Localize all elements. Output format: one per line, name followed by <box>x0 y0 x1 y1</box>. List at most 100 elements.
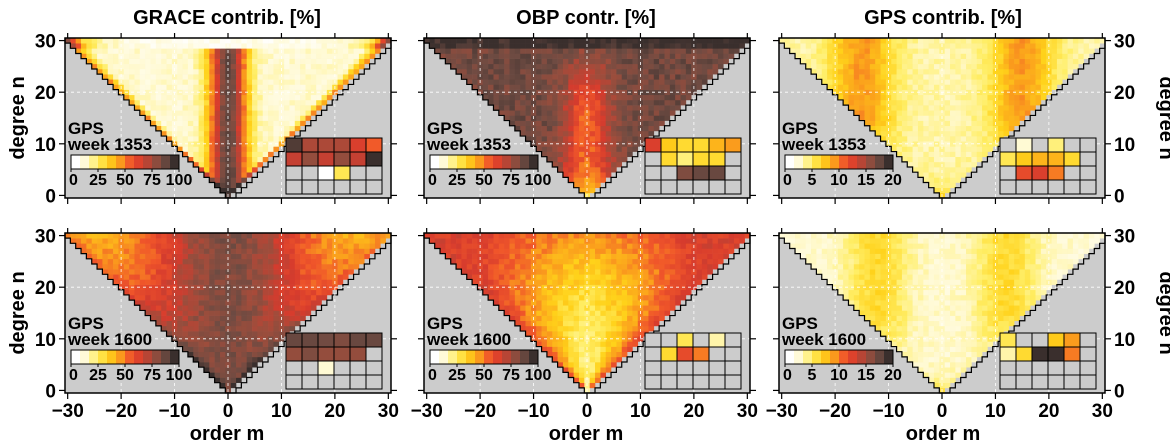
heat-cell <box>472 258 478 265</box>
heat-cell <box>230 151 237 158</box>
heat-cell <box>707 74 713 80</box>
heat-cell <box>203 331 210 337</box>
heat-cell <box>600 94 606 101</box>
heat-cell <box>632 58 639 65</box>
heat-cell <box>605 300 612 306</box>
heat-cell <box>139 79 146 85</box>
heat-cell <box>885 105 892 111</box>
heat-cell <box>643 130 649 137</box>
heat-cell <box>482 248 489 254</box>
heat-cell <box>214 233 221 239</box>
heat-cell <box>187 130 194 137</box>
heat-cell <box>236 182 242 188</box>
heat-cell <box>552 289 558 296</box>
heat-cell <box>541 38 548 44</box>
heat-cell <box>1056 38 1063 44</box>
heat-cell <box>600 89 606 96</box>
heat-cell <box>530 99 537 106</box>
heat-cell <box>219 156 226 163</box>
heat-cell <box>1024 105 1031 111</box>
heat-cell <box>203 161 210 168</box>
heat-cell <box>209 74 215 80</box>
heat-cell <box>193 161 199 168</box>
heat-cell <box>712 248 719 254</box>
heat-cell <box>241 130 247 137</box>
heat-cell <box>664 279 671 285</box>
heat-cell <box>182 320 189 327</box>
heat-cell <box>246 130 253 137</box>
heat-cell <box>477 263 484 270</box>
heat-cell <box>321 38 328 44</box>
heat-cell <box>589 99 596 106</box>
heat-cell <box>369 48 376 54</box>
heat-cell <box>498 294 505 301</box>
heat-cell <box>262 115 269 121</box>
heat-cell <box>595 346 601 353</box>
heat-cell <box>166 258 173 265</box>
heat-cell <box>252 38 258 44</box>
heat-cell <box>203 125 210 132</box>
heat-cell <box>150 53 157 59</box>
heat-cell <box>1024 79 1031 85</box>
heat-cell <box>530 263 537 270</box>
heat-cell <box>70 43 76 49</box>
heat-cell <box>321 269 328 275</box>
heat-cell <box>1008 63 1015 70</box>
heat-cell <box>637 294 644 301</box>
heat-cell <box>653 38 660 44</box>
heat-cell <box>300 300 306 306</box>
heat-cell <box>198 356 205 363</box>
heat-cell <box>493 105 500 111</box>
heat-cell <box>573 258 580 265</box>
heat-cell <box>616 284 623 291</box>
heat-cell <box>1003 58 1010 65</box>
heat-cell <box>209 284 215 291</box>
heat-cell <box>134 289 141 296</box>
heat-cell <box>1003 120 1010 127</box>
heat-cell <box>621 58 628 65</box>
heat-cell <box>150 263 157 270</box>
heat-cell <box>998 63 1004 70</box>
heat-cell <box>627 105 633 111</box>
heat-cell <box>939 177 945 183</box>
heat-cell <box>562 263 569 270</box>
lowdeg-cell <box>301 151 319 167</box>
heat-cell <box>976 94 983 101</box>
heat-cell <box>520 58 526 65</box>
heat-cell <box>869 38 876 44</box>
heat-cell <box>896 125 903 132</box>
heat-cell <box>273 136 280 142</box>
heat-cell <box>568 341 574 347</box>
x-tick-label: −10 <box>158 401 190 422</box>
heat-cell <box>252 99 258 106</box>
heat-cell <box>789 43 796 49</box>
heat-cell <box>155 89 162 96</box>
heat-cell <box>675 74 681 80</box>
heat-cell <box>659 263 665 270</box>
heat-cell <box>723 248 729 254</box>
heat-cell <box>627 248 633 254</box>
heat-cell <box>273 341 280 347</box>
heat-cell <box>621 151 628 158</box>
heat-cell <box>611 68 617 75</box>
heat-cell <box>600 269 606 275</box>
heat-cell <box>976 43 983 49</box>
heat-cell <box>284 238 290 244</box>
heat-cell <box>337 263 344 270</box>
heat-cell <box>621 110 628 116</box>
heat-cell <box>901 74 908 80</box>
heat-cell <box>326 274 333 280</box>
heat-cell <box>1040 79 1047 85</box>
heat-cell <box>568 346 574 353</box>
heat-cell <box>520 289 526 296</box>
heat-cell <box>193 53 199 59</box>
heat-cell <box>971 146 978 152</box>
heat-cell <box>832 68 839 75</box>
heat-cell <box>123 258 130 265</box>
heat-cell <box>139 269 146 275</box>
heat-cell <box>832 58 839 65</box>
heat-cell <box>113 274 119 280</box>
heat-cell <box>573 156 580 163</box>
heat-cell <box>680 279 687 285</box>
